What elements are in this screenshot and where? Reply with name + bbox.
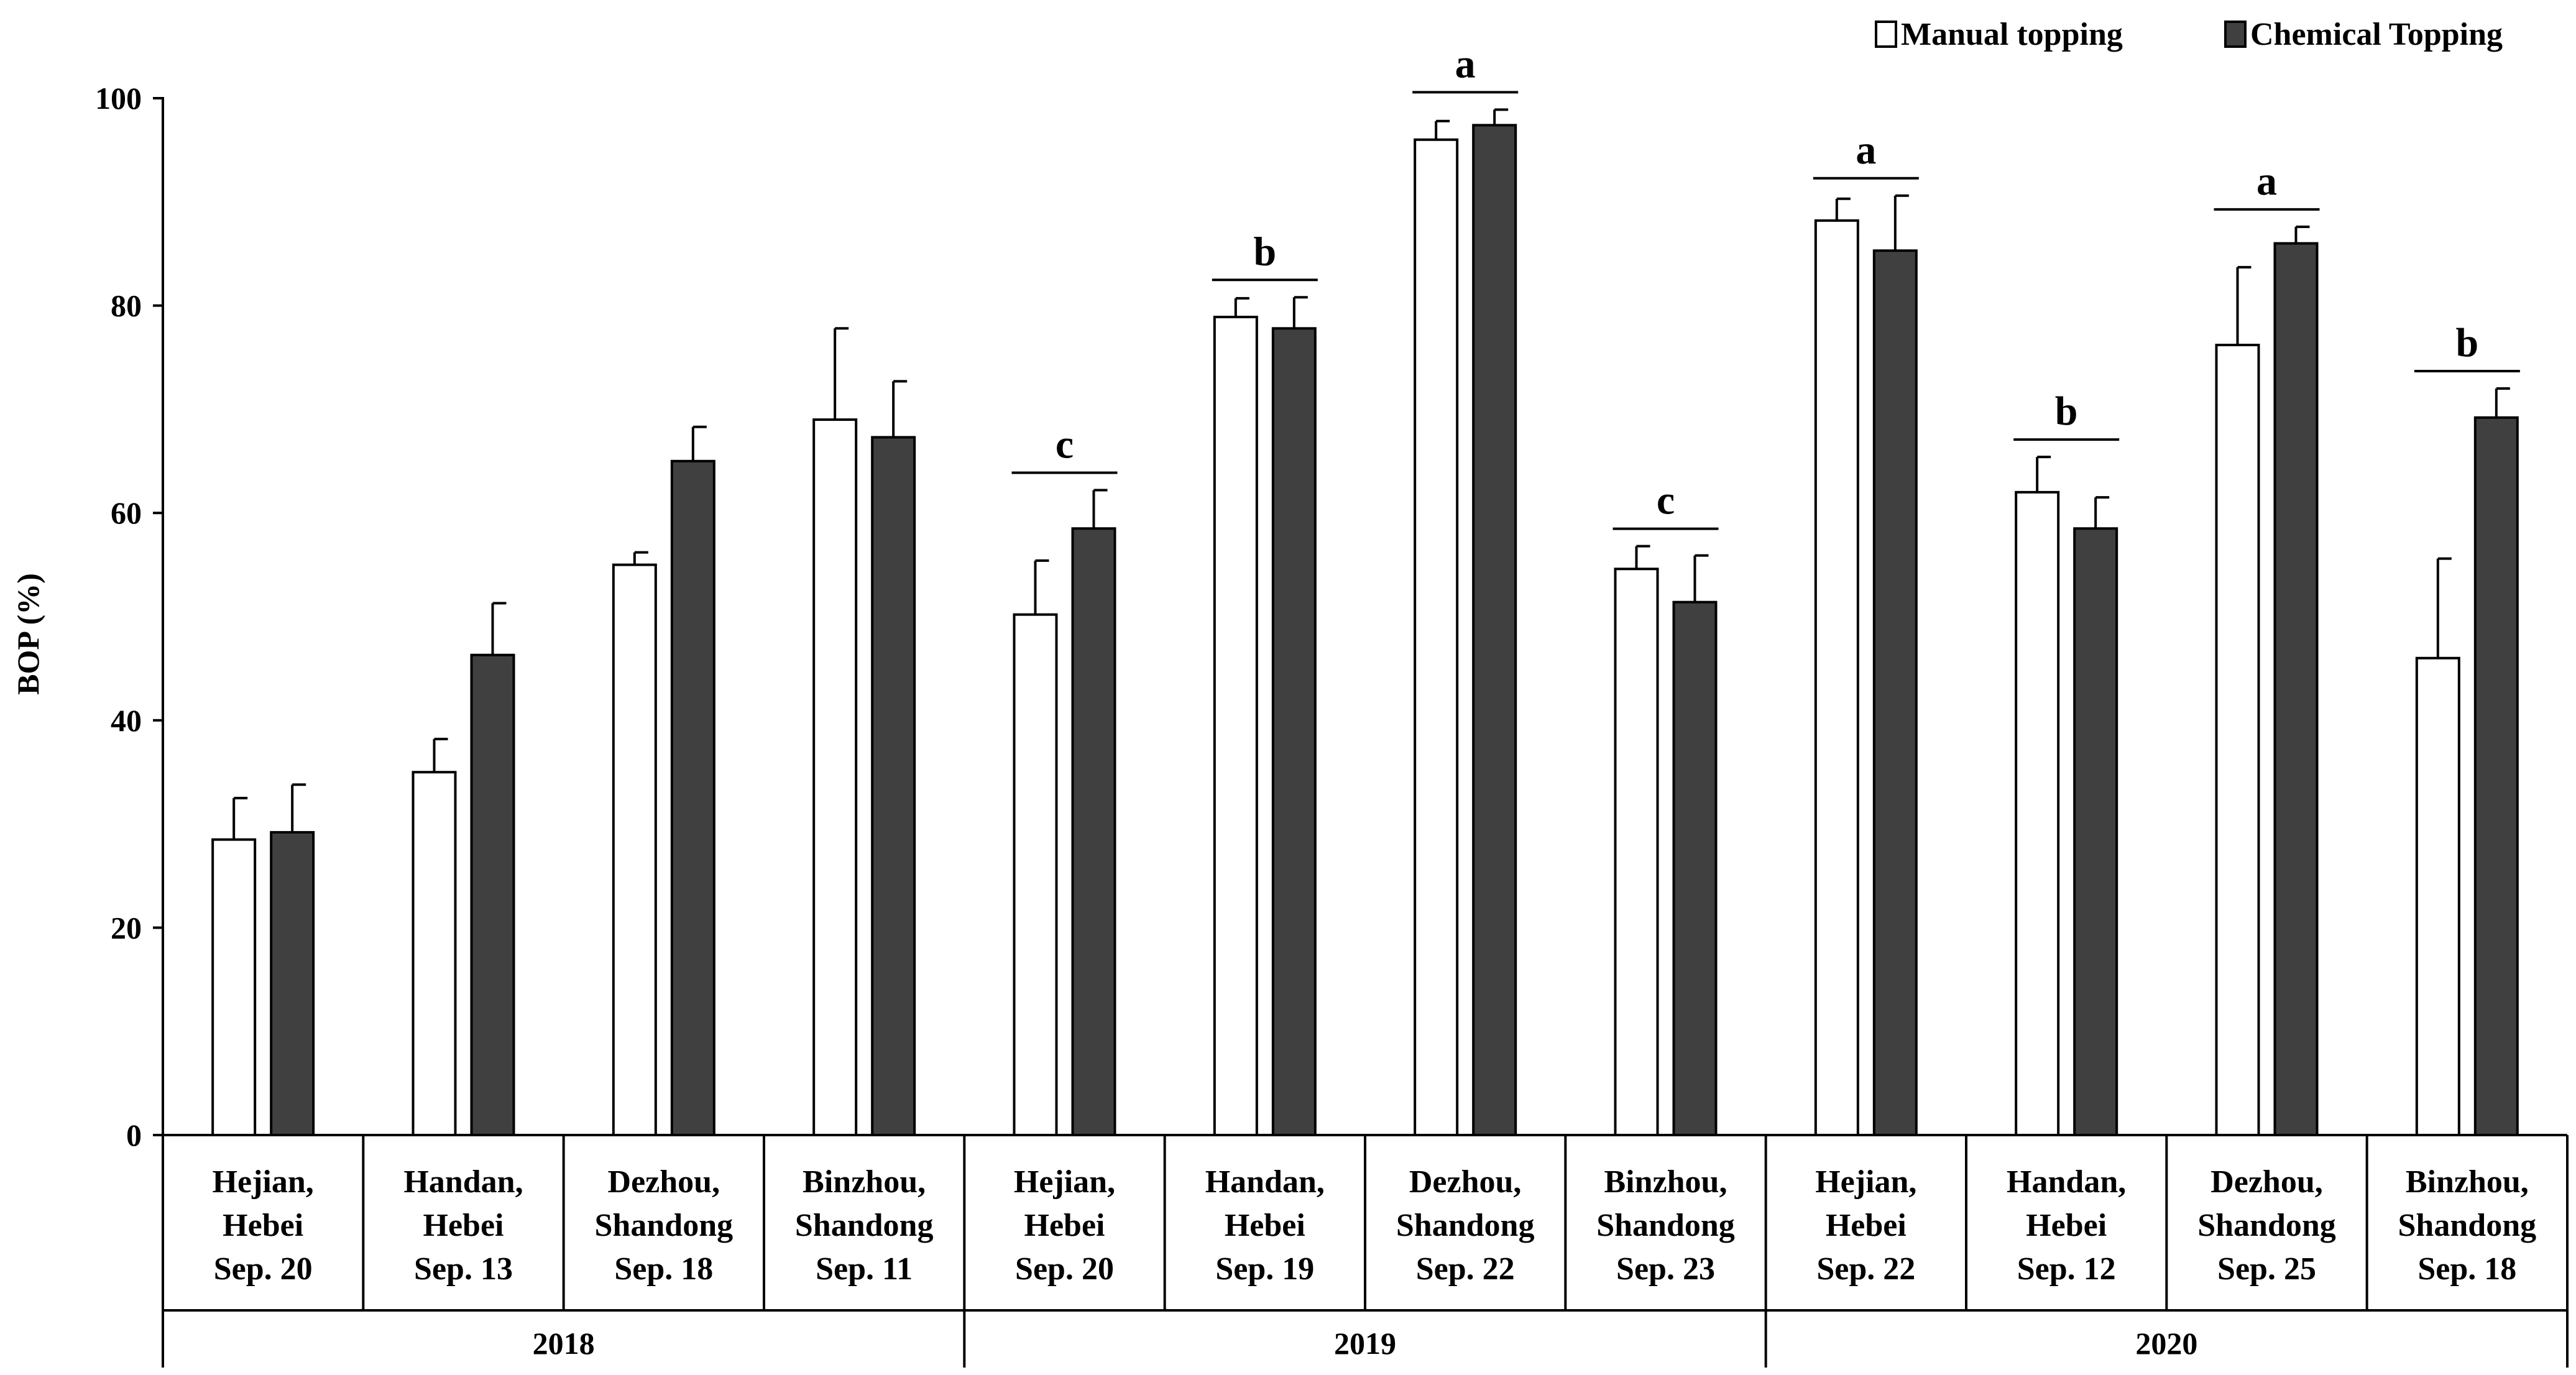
- legend-swatch-manual: [1875, 21, 1897, 48]
- bar-chemical-topping: [1672, 600, 1718, 1136]
- category-label: Binzhou,: [803, 1164, 926, 1200]
- category-label: Hebei: [1024, 1208, 1105, 1243]
- category-label: Binzhou,: [1604, 1164, 1727, 1200]
- category-label: Sep. 23: [1616, 1251, 1715, 1287]
- category-label: Sep. 22: [1416, 1251, 1515, 1287]
- legend: Manual topping Chemical Topping: [1875, 17, 2503, 52]
- y-tick-label: 40: [111, 703, 142, 738]
- category-label: Hejian,: [213, 1164, 314, 1200]
- bar-manual-topping: [211, 838, 257, 1136]
- category-label: Shandong: [2197, 1208, 2336, 1243]
- category-label: Dezhou,: [608, 1164, 720, 1200]
- category-label: Hebei: [223, 1208, 303, 1243]
- y-axis-label: BOP (%): [11, 573, 45, 695]
- significance-letter: a: [2256, 159, 2277, 204]
- category-label: Hejian,: [1014, 1164, 1115, 1200]
- year-label: 2020: [2135, 1326, 2197, 1361]
- bar-manual-topping: [612, 563, 657, 1136]
- bar-chemical-topping: [2073, 527, 2118, 1136]
- category-label: Hebei: [2026, 1208, 2107, 1243]
- bar-manual-topping: [1213, 315, 1258, 1136]
- bar-manual-topping: [1414, 138, 1459, 1137]
- category-label: Shandong: [1396, 1208, 1535, 1243]
- category-label: Hebei: [1225, 1208, 1305, 1243]
- bar-chemical-topping: [470, 653, 515, 1136]
- category-label: Sep. 12: [2017, 1251, 2116, 1287]
- significance-letter: c: [1056, 422, 1074, 467]
- category-label: Sep. 25: [2217, 1251, 2316, 1287]
- bar-manual-topping: [412, 771, 457, 1136]
- category-label: Sep. 20: [214, 1251, 313, 1287]
- year-label: 2018: [533, 1326, 595, 1361]
- bar-manual-topping: [2415, 656, 2460, 1136]
- category-label: Sep. 22: [1816, 1251, 1915, 1287]
- significance-letter: a: [1455, 41, 1476, 86]
- y-tick-label: 100: [95, 81, 142, 116]
- category-label: Handan,: [403, 1164, 523, 1200]
- bar-chemical-topping: [2273, 242, 2319, 1136]
- plot-area: 0 20 40 60 80 100 2018 Hejian, Hebei Sep. 20 Handa…: [95, 41, 2569, 1368]
- y-tick-label: 80: [111, 288, 142, 323]
- bar-chemical-topping: [1472, 124, 1517, 1136]
- bar-chemical-topping: [1271, 327, 1317, 1136]
- category-label: Dezhou,: [1409, 1164, 1522, 1200]
- category-label: Shandong: [1596, 1208, 1735, 1243]
- bar-manual-topping: [1013, 613, 1058, 1136]
- year-label: 2019: [1334, 1326, 1396, 1361]
- bar-chemical-topping: [670, 459, 715, 1136]
- category-label: Sep. 20: [1015, 1251, 1114, 1287]
- y-tick-label: 60: [111, 495, 142, 530]
- category-label: Binzhou,: [2406, 1164, 2529, 1200]
- bar-chemical-topping: [871, 436, 916, 1136]
- significance-letter: b: [1253, 229, 1276, 274]
- bar-manual-topping: [2215, 343, 2260, 1136]
- significance-letter: a: [1856, 127, 1876, 173]
- category-label: Sep. 19: [1215, 1251, 1314, 1287]
- category-label: Sep. 13: [414, 1251, 513, 1287]
- category-label: Sep. 11: [816, 1251, 913, 1287]
- category-label: Hebei: [423, 1208, 504, 1243]
- bar-chemical-topping: [1872, 249, 1918, 1136]
- y-tick-label: 0: [126, 1118, 142, 1152]
- category-label: Shandong: [595, 1208, 734, 1243]
- legend-swatch-chemical: [2224, 21, 2247, 48]
- bar-manual-topping: [2015, 490, 2060, 1137]
- category-label: Sep. 18: [2417, 1251, 2516, 1287]
- significance-letter: b: [2055, 389, 2078, 434]
- bar-chemical-topping: [270, 830, 315, 1136]
- category-label: Hejian,: [1815, 1164, 1916, 1200]
- bar-chemical-topping: [1071, 527, 1116, 1136]
- bar-manual-topping: [1614, 568, 1659, 1136]
- legend-label-chemical: Chemical Topping: [2250, 17, 2503, 52]
- category-label: Shandong: [2398, 1208, 2537, 1243]
- category-label: Dezhou,: [2210, 1164, 2323, 1200]
- category-label: Handan,: [1205, 1164, 1325, 1200]
- bar-manual-topping: [812, 418, 858, 1137]
- significance-letter: b: [2455, 320, 2478, 366]
- category-label: Shandong: [795, 1208, 934, 1243]
- y-tick-label: 20: [111, 910, 142, 945]
- bar-manual-topping: [1814, 219, 1859, 1137]
- category-label: Sep. 18: [614, 1251, 713, 1287]
- category-label: Handan,: [2007, 1164, 2126, 1200]
- significance-letter: c: [1657, 478, 1675, 523]
- bar-chemical-topping: [2473, 416, 2519, 1136]
- category-label: Hebei: [1826, 1208, 1907, 1243]
- legend-label-manual: Manual topping: [1901, 17, 2123, 52]
